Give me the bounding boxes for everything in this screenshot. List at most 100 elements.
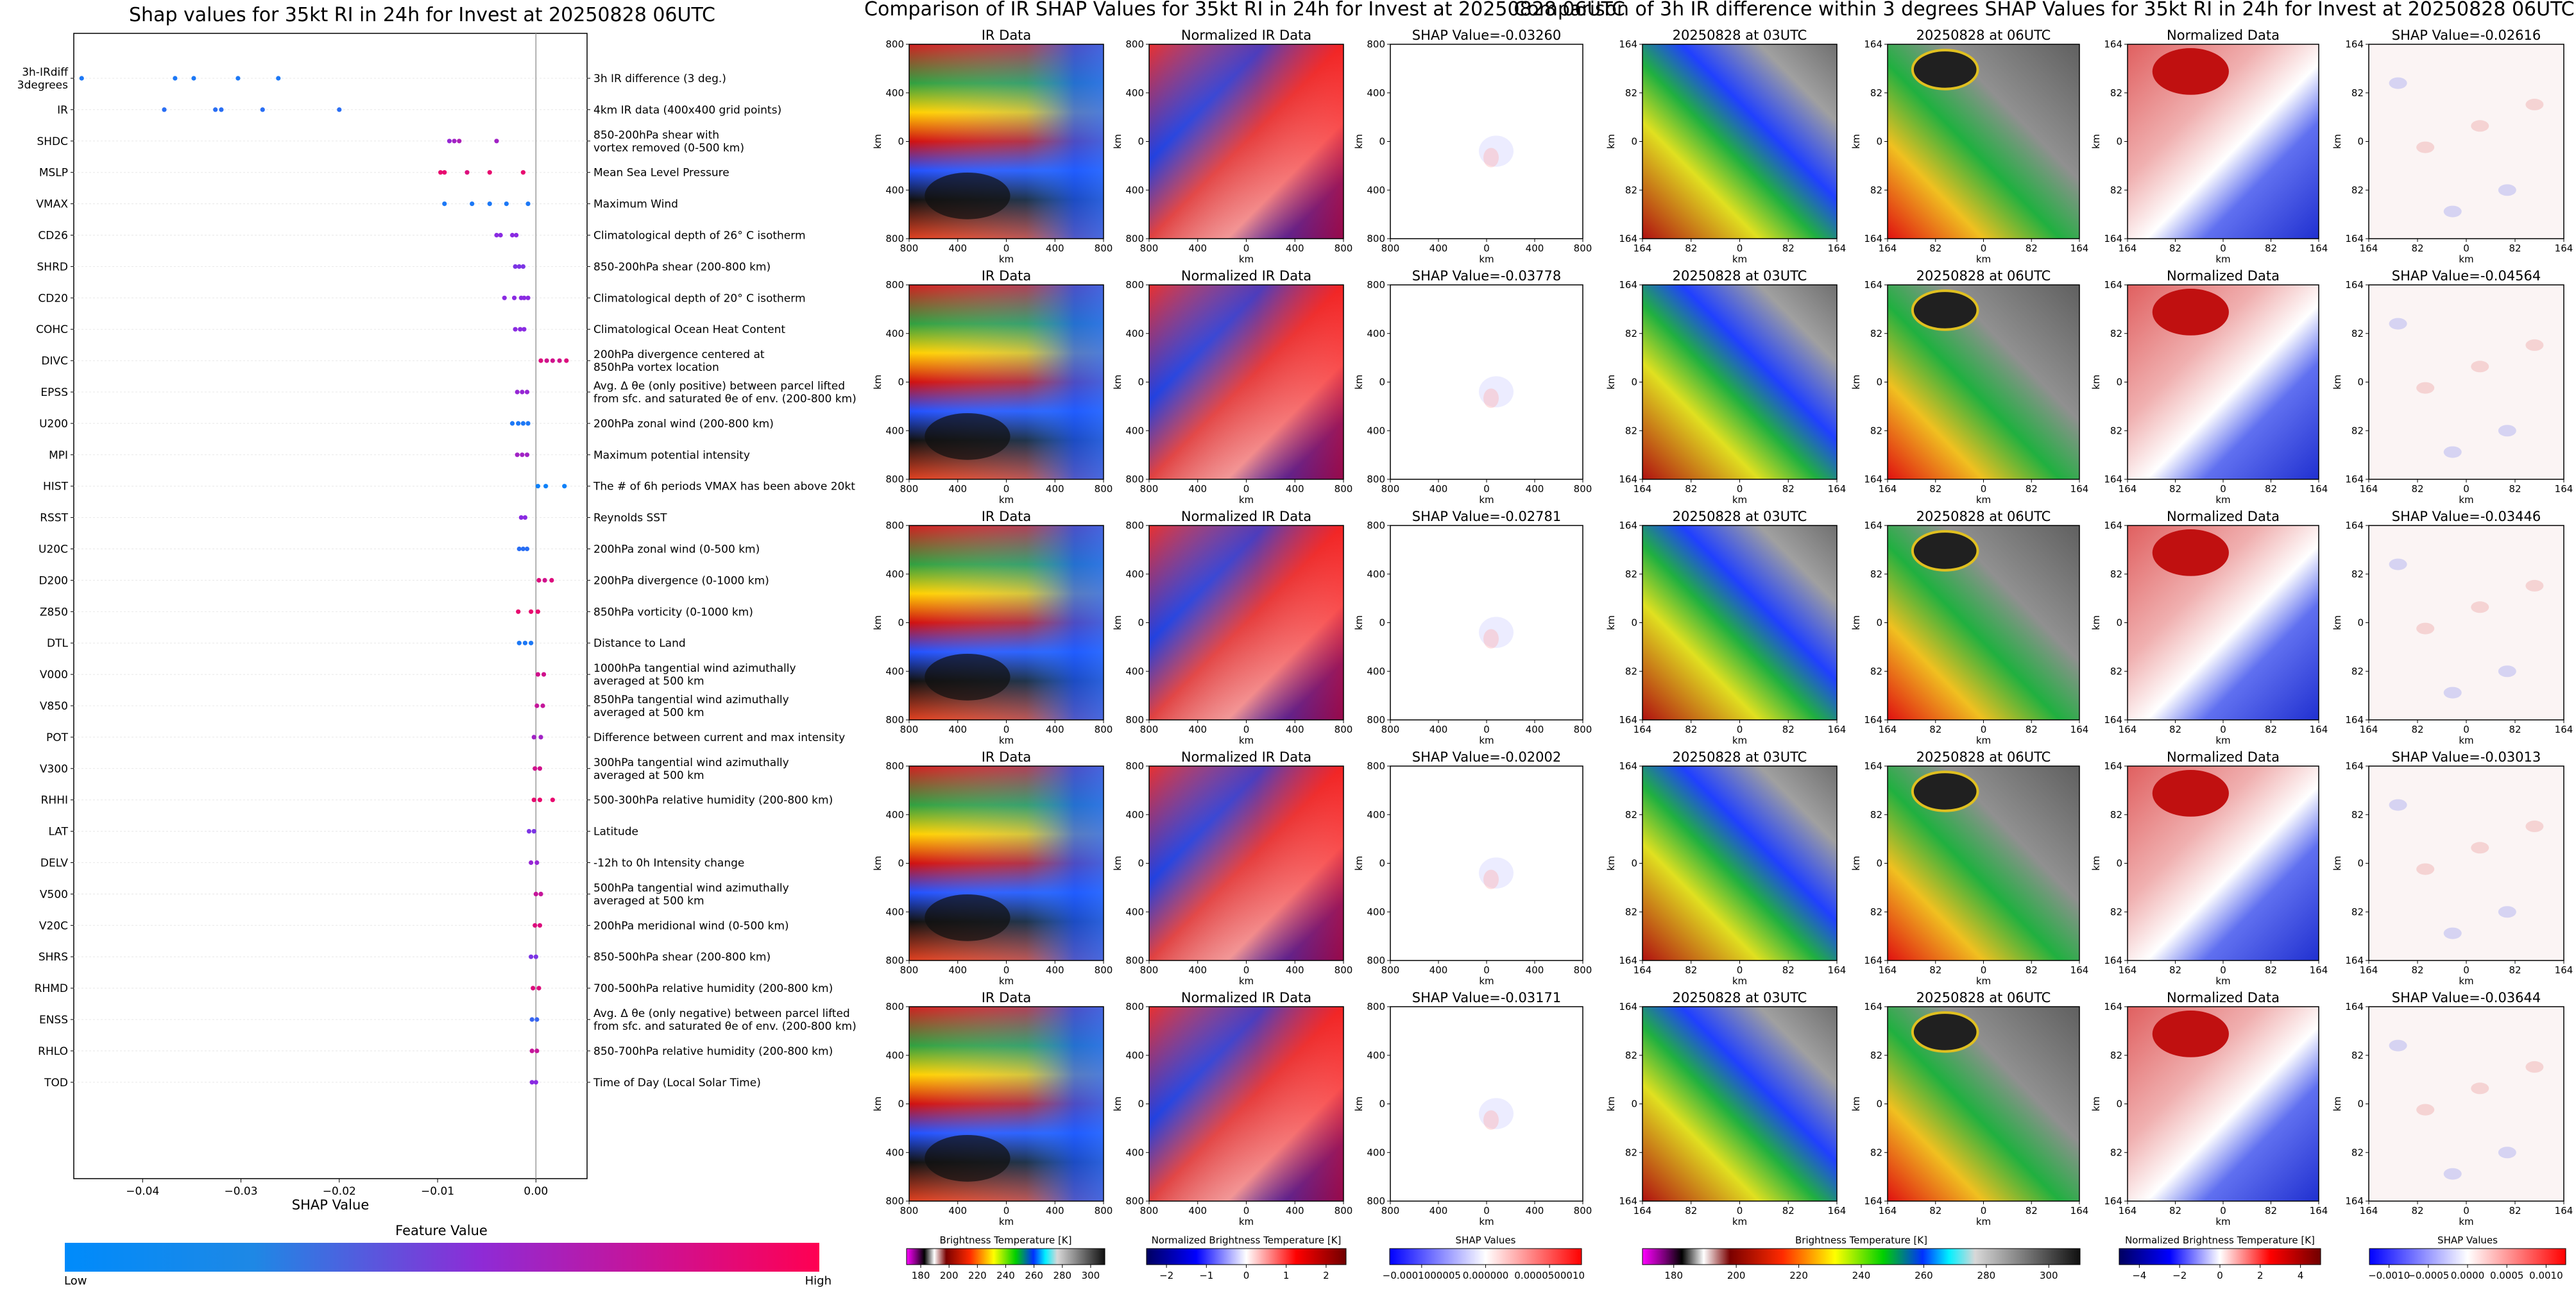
xtick-label: 800: [1335, 1205, 1353, 1216]
ytick-label: 800: [1367, 38, 1385, 50]
feature-description: Climatological depth of 26° C isotherm: [593, 230, 806, 243]
shap-point: [219, 107, 224, 112]
colorbar-tick-label: 1: [1283, 1270, 1290, 1281]
cold-cloud: [925, 1134, 1011, 1182]
shap-xlabel: SHAP Value: [292, 1197, 370, 1213]
ytick-label: 82: [2351, 906, 2364, 918]
xtick-label: 164: [1633, 964, 1652, 976]
xtick-label: 400: [948, 964, 967, 976]
panel-title: SHAP Value=-0.02002: [1412, 749, 1562, 765]
feature-description: 850-200hPa shear with: [593, 129, 719, 142]
ytick-label: 164: [2345, 1001, 2364, 1012]
feature-label: CD20: [38, 292, 68, 305]
shap-point: [538, 891, 543, 896]
shap-point: [522, 295, 527, 300]
xtick-label: 800: [1381, 483, 1400, 495]
ir-shap-comparison: Comparison of IR SHAP Values for 35kt RI…: [864, 0, 1625, 1227]
feature-description: Mean Sea Level Pressure: [593, 167, 729, 180]
xtick-label: 0: [2463, 964, 2469, 976]
xtick-label: 800: [1381, 243, 1400, 254]
warm-anomaly: [2152, 289, 2229, 336]
shap-point: [535, 672, 540, 677]
y-axis-label: km: [1353, 856, 1365, 871]
image-panel: SHAP Value=-0.03013 164 82 0 82 164 km 164 82 0 82…: [2332, 749, 2573, 987]
shap-point: [465, 170, 470, 175]
xtick-label: 82: [2169, 243, 2181, 254]
xtick-label: 0: [1003, 483, 1010, 495]
ytick-label: 800: [1367, 1001, 1385, 1012]
shap-summary-panel: Shap values for 35kt RI in 24h for Inves…: [17, 4, 857, 1288]
shap-point: [173, 76, 178, 81]
ytick-label: 164: [2104, 1195, 2122, 1207]
y-axis-label: km: [2090, 856, 2102, 871]
y-axis-label: km: [2332, 615, 2343, 630]
feature-description: averaged at 500 km: [593, 675, 704, 688]
x-axis-label: km: [999, 1216, 1014, 1227]
y-axis-label: km: [1353, 615, 1365, 630]
feature-description: 500-300hPa relative humidity (200-800 km…: [593, 794, 833, 807]
feature-description: averaged at 500 km: [593, 769, 704, 782]
image-panel: SHAP Value=-0.03171 800 400 0 400 800 km 800 400…: [1353, 990, 1592, 1227]
xtick-label: 82: [1685, 483, 1697, 495]
ytick-label: 82: [1870, 1050, 1882, 1061]
image-panel: SHAP Value=-0.02781 800 400 0 400 800 km 800 400…: [1353, 509, 1592, 746]
shap-point: [524, 452, 530, 457]
legend-high-label: High: [805, 1274, 832, 1288]
ytick-label: 164: [1864, 1195, 1882, 1207]
shap-point: [447, 139, 452, 144]
x-axis-label: km: [1239, 735, 1254, 746]
feature-label: IR: [57, 104, 68, 117]
image-panel: SHAP Value=-0.04564 164 82 0 82 164 km 164 82 0 82…: [2332, 268, 2573, 506]
shap-point: [470, 201, 475, 207]
panel-title: IR Data: [982, 28, 1032, 43]
shap-point: [542, 577, 547, 583]
shap-blob: [2389, 799, 2407, 811]
xtick-label: 164: [1633, 724, 1652, 735]
xtick-label: 82: [2169, 724, 2181, 735]
xtick-label: 400: [1526, 964, 1544, 976]
xtick-label: 400: [1429, 964, 1448, 976]
xtick-label: 0: [2463, 483, 2469, 495]
xtick-label: 800: [1574, 964, 1592, 976]
shap-blob: [2525, 820, 2544, 832]
xtick-label: 0: [1737, 724, 1743, 735]
shap-point: [524, 389, 530, 395]
colorbar-tick-label: 300: [2040, 1270, 2058, 1281]
panel-title: Normalized IR Data: [1181, 268, 1311, 284]
ytick-label: 82: [1625, 1050, 1637, 1061]
shap-blob: [2389, 1039, 2407, 1052]
xtick-label: 400: [948, 243, 967, 254]
xtick-label: 0: [1003, 243, 1010, 254]
image-panel: SHAP Value=-0.03778 800 400 0 400 800 km 800 400…: [1353, 268, 1592, 506]
xtick-label: 82: [2026, 724, 2038, 735]
ytick-label: 164: [1864, 233, 1882, 244]
x-axis-label: km: [2215, 1216, 2230, 1227]
ytick-label: 82: [2110, 665, 2122, 677]
shap-point: [534, 703, 540, 708]
x-axis-label: km: [1732, 735, 1747, 746]
y-axis-label: km: [2090, 1097, 2102, 1111]
xtick-label: 164: [2555, 724, 2573, 735]
shap-point: [438, 170, 443, 175]
shap-map: [1390, 766, 1583, 960]
panel-title: 20250828 at 06UTC: [1916, 749, 2051, 765]
ytick-label: 164: [2345, 38, 2364, 50]
image-panel: 20250828 at 06UTC 164 82 0 82 164 km 164 82 0 82 16…: [1850, 509, 2088, 746]
shap-point: [513, 264, 518, 269]
feature-label: VMAX: [36, 198, 68, 211]
panel-title: IR Data: [982, 990, 1032, 1005]
ytick-label: 82: [2110, 568, 2122, 580]
shap-point: [511, 295, 517, 300]
x-axis-label: km: [1976, 735, 1991, 746]
y-axis-label: km: [872, 856, 883, 871]
diff-shap-map: [2369, 1007, 2564, 1201]
xtick-label: 0: [2220, 1205, 2226, 1216]
cold-cloud: [1911, 771, 1979, 812]
x-axis-label: km: [1732, 1216, 1747, 1227]
y-axis-label: km: [1353, 1097, 1365, 1111]
shap-point: [509, 232, 515, 238]
feature-description: Difference between current and max inten…: [593, 731, 845, 744]
ytick-label: 800: [1367, 760, 1385, 772]
ytick-label: 800: [885, 520, 904, 531]
xtick-label: 800: [900, 964, 919, 976]
